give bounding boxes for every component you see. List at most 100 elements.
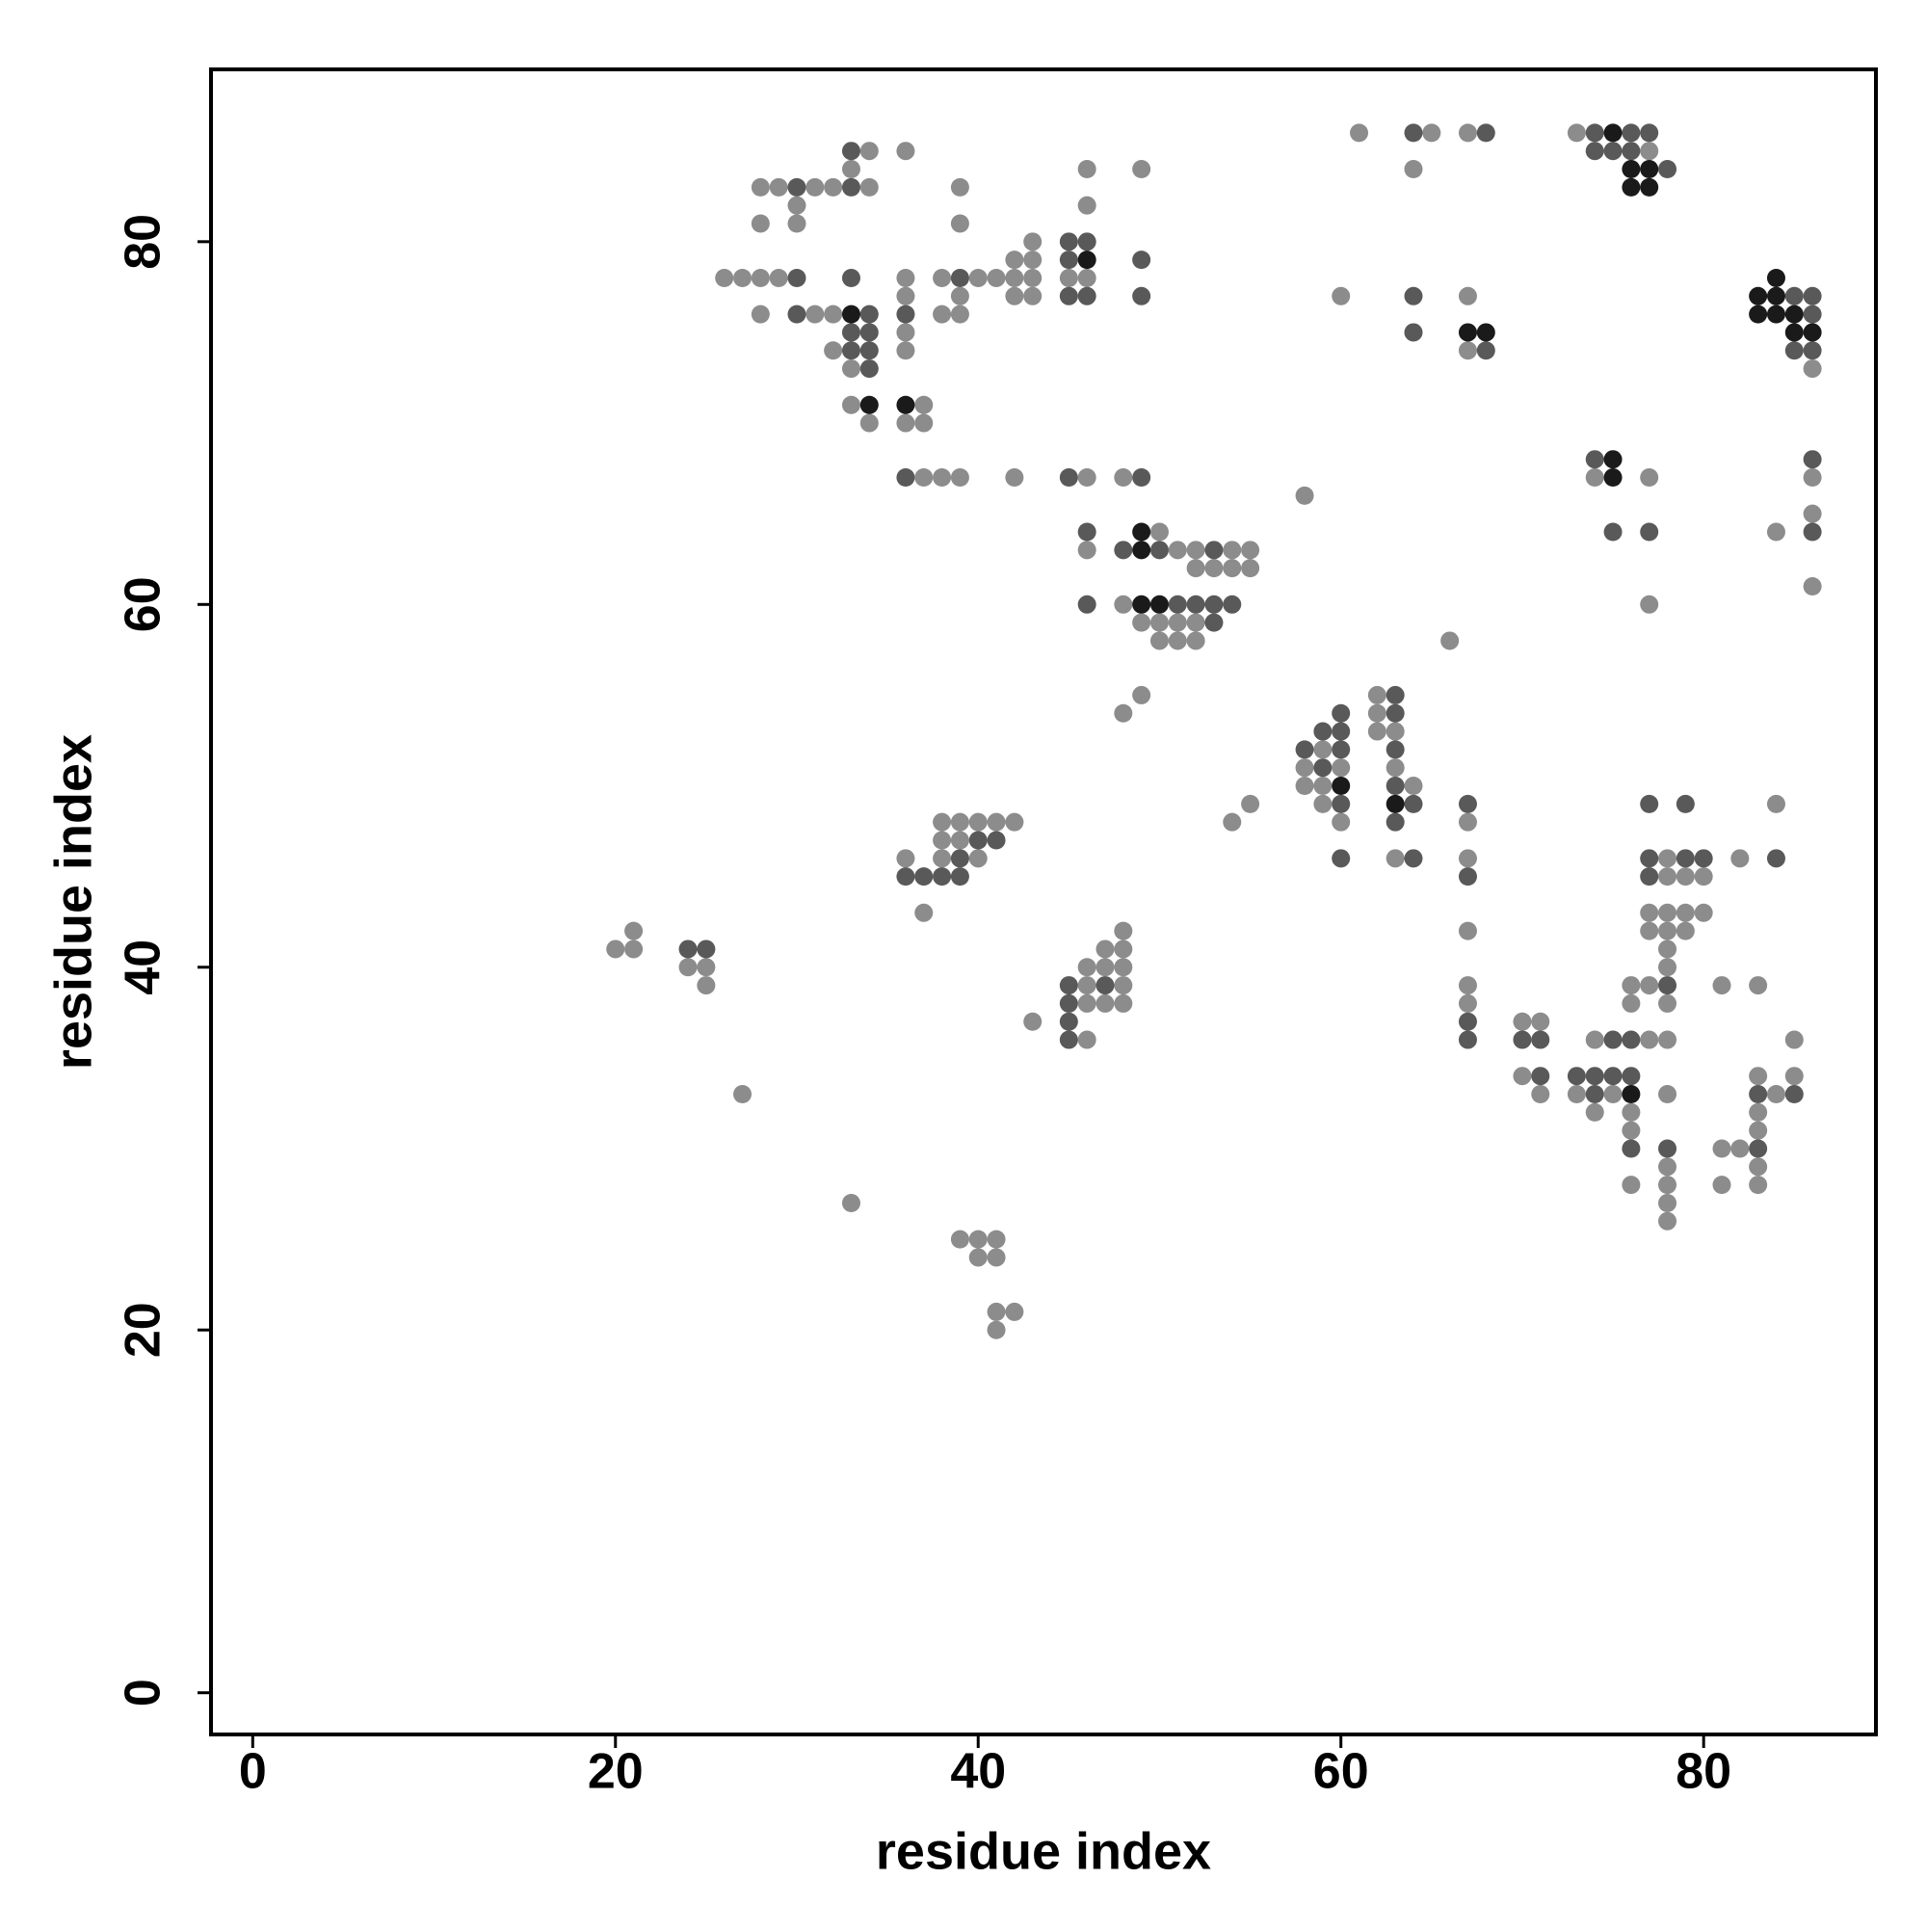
contact-point xyxy=(1658,993,1677,1013)
contact-point xyxy=(950,812,969,832)
contact-point xyxy=(1223,541,1242,560)
contact-point xyxy=(1367,722,1386,741)
contact-point xyxy=(950,286,969,305)
contact-point xyxy=(787,177,806,197)
contact-point xyxy=(1658,1211,1677,1231)
contact-point xyxy=(1694,867,1713,887)
contact-point xyxy=(1095,993,1115,1013)
contact-point xyxy=(859,359,879,379)
contact-point xyxy=(1114,976,1133,995)
contact-point xyxy=(824,177,843,197)
contact-point xyxy=(1367,685,1386,704)
contact-point xyxy=(1640,177,1659,197)
contact-point xyxy=(751,268,770,287)
contact-point xyxy=(1640,160,1659,179)
contact-point xyxy=(1766,849,1785,868)
y-tick-label: 80 xyxy=(116,214,172,270)
contact-point xyxy=(1640,921,1659,940)
contact-point xyxy=(1114,468,1133,488)
contact-point xyxy=(1784,286,1804,305)
contact-point xyxy=(933,304,952,324)
contact-point xyxy=(1386,685,1405,704)
contact-point xyxy=(787,304,806,324)
contact-point xyxy=(933,849,952,868)
contact-point xyxy=(1077,976,1096,995)
contact-point xyxy=(1766,794,1785,813)
contact-point xyxy=(1186,559,1205,578)
contact-point xyxy=(933,867,952,887)
contact-point xyxy=(987,831,1006,850)
contact-point xyxy=(1295,758,1314,778)
contact-point xyxy=(1766,286,1785,305)
contact-point xyxy=(1603,450,1623,469)
contact-point xyxy=(1676,794,1695,813)
contact-point xyxy=(1803,576,1822,595)
contact-point xyxy=(1658,1176,1677,1195)
contact-point xyxy=(1132,541,1151,560)
contact-point xyxy=(950,214,969,233)
contact-point xyxy=(1749,976,1768,995)
contact-point xyxy=(1404,849,1423,868)
contact-point xyxy=(1204,595,1224,614)
contact-point xyxy=(1658,940,1677,959)
contact-point xyxy=(1313,722,1333,741)
contact-point xyxy=(1404,323,1423,342)
contact-point xyxy=(1784,323,1804,342)
contact-point xyxy=(896,323,915,342)
contact-point xyxy=(1766,304,1785,324)
contact-point xyxy=(1114,940,1133,959)
contact-point xyxy=(1640,522,1659,542)
contact-point xyxy=(769,268,788,287)
contact-point xyxy=(950,304,969,324)
contact-point xyxy=(896,867,915,887)
contact-point xyxy=(859,413,879,433)
contact-point xyxy=(1458,1030,1477,1049)
contact-point xyxy=(1386,722,1405,741)
contact-point xyxy=(1332,812,1351,832)
contact-point xyxy=(1005,268,1024,287)
contact-point xyxy=(1386,703,1405,723)
contact-point xyxy=(1603,522,1623,542)
contact-point xyxy=(896,395,915,414)
contact-point xyxy=(914,468,934,488)
contact-point xyxy=(1640,794,1659,813)
contact-point xyxy=(1585,142,1604,161)
contact-point xyxy=(1803,286,1822,305)
contact-point xyxy=(1404,123,1423,143)
contact-point xyxy=(1458,921,1477,940)
contact-point xyxy=(1803,468,1822,488)
contact-point xyxy=(1658,867,1677,887)
contact-point xyxy=(1585,1085,1604,1104)
contact-point xyxy=(987,1230,1006,1249)
contact-point xyxy=(1712,1176,1731,1195)
contact-point xyxy=(1132,251,1151,270)
contact-point xyxy=(1622,976,1641,995)
contact-point xyxy=(1640,468,1659,488)
contact-point xyxy=(769,177,788,197)
contact-point xyxy=(1640,123,1659,143)
contact-point xyxy=(1622,1139,1641,1158)
contact-point xyxy=(859,341,879,360)
contact-point xyxy=(1241,794,1260,813)
y-axis-title: residue index xyxy=(44,734,102,1070)
contact-point xyxy=(697,940,716,959)
contact-point xyxy=(1295,740,1314,759)
contact-point xyxy=(1458,323,1477,342)
contact-point xyxy=(1059,268,1078,287)
contact-point xyxy=(1168,541,1187,560)
contact-point xyxy=(1241,559,1260,578)
contact-point xyxy=(1766,522,1785,542)
contact-point xyxy=(841,359,860,379)
contact-point xyxy=(1386,794,1405,813)
contact-point xyxy=(733,1085,752,1104)
contact-point xyxy=(1730,849,1750,868)
contact-point xyxy=(896,286,915,305)
contact-point xyxy=(1567,1085,1586,1104)
contact-point xyxy=(1223,559,1242,578)
contact-point xyxy=(624,921,644,940)
contact-point xyxy=(805,177,825,197)
contact-point xyxy=(1241,541,1260,560)
contact-point xyxy=(933,268,952,287)
contact-point xyxy=(787,268,806,287)
